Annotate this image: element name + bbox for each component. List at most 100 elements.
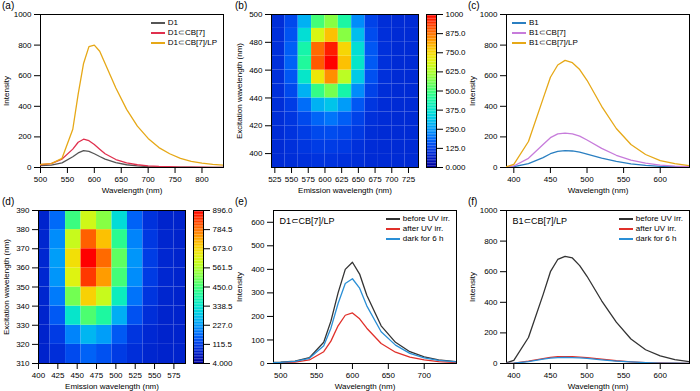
svg-text:390: 390 [16, 206, 30, 215]
svg-text:525: 525 [129, 371, 143, 380]
svg-text:800: 800 [195, 175, 209, 184]
svg-text:Wavelength (nm): Wavelength (nm) [102, 186, 163, 195]
svg-text:600: 600 [18, 71, 32, 80]
svg-text:650: 650 [382, 371, 396, 380]
svg-text:Wavelength (nm): Wavelength (nm) [335, 382, 396, 391]
svg-text:800: 800 [18, 41, 32, 50]
svg-text:1000: 1000 [14, 10, 32, 19]
svg-text:400: 400 [18, 102, 32, 111]
svg-text:0: 0 [493, 359, 498, 368]
svg-text:400: 400 [484, 298, 498, 307]
svg-text:Wavelength (nm): Wavelength (nm) [568, 382, 629, 391]
svg-text:600: 600 [318, 175, 332, 184]
svg-text:750: 750 [168, 175, 182, 184]
svg-text:200: 200 [484, 132, 498, 141]
svg-text:500: 500 [34, 175, 48, 184]
svg-text:400: 400 [484, 102, 498, 111]
svg-text:115.5: 115.5 [213, 340, 233, 349]
svg-text:400: 400 [251, 265, 265, 274]
svg-text:Intensity: Intensity [468, 76, 477, 106]
svg-text:500: 500 [251, 241, 265, 250]
svg-text:575: 575 [167, 371, 181, 380]
svg-text:600: 600 [346, 371, 360, 380]
svg-text:400: 400 [249, 149, 263, 158]
svg-text:320: 320 [16, 340, 30, 349]
svg-text:380: 380 [16, 225, 30, 234]
svg-text:500: 500 [109, 371, 123, 380]
svg-text:Intensity: Intensity [235, 272, 244, 302]
svg-text:450: 450 [544, 175, 558, 184]
svg-text:600: 600 [654, 175, 668, 184]
svg-text:Excitation wavelength (nm): Excitation wavelength (nm) [2, 239, 11, 335]
svg-text:550: 550 [285, 175, 299, 184]
svg-text:Emission wavelength (nm): Emission wavelength (nm) [65, 382, 159, 391]
svg-text:300: 300 [251, 288, 265, 297]
svg-text:450.0: 450.0 [213, 283, 234, 292]
svg-text:625.0: 625.0 [446, 67, 467, 76]
svg-text:440: 440 [249, 94, 263, 103]
svg-text:Wavelength (nm): Wavelength (nm) [568, 186, 629, 195]
svg-text:227.0: 227.0 [213, 321, 234, 330]
svg-text:D1⊂CB[7]/LP: D1⊂CB[7]/LP [280, 216, 335, 226]
svg-text:Intensity: Intensity [468, 272, 477, 302]
svg-text:750.0: 750.0 [446, 48, 467, 57]
svg-text:0: 0 [493, 163, 498, 172]
svg-text:400: 400 [507, 175, 521, 184]
svg-text:475: 475 [90, 371, 104, 380]
svg-text:425: 425 [51, 371, 65, 380]
svg-text:550: 550 [310, 371, 324, 380]
svg-text:561.5: 561.5 [213, 263, 234, 272]
svg-text:350: 350 [16, 283, 30, 292]
svg-text:550: 550 [617, 175, 631, 184]
svg-text:500: 500 [274, 371, 288, 380]
svg-text:338.5: 338.5 [213, 302, 234, 311]
svg-text:B1⊂CB[7]/LP: B1⊂CB[7]/LP [513, 216, 568, 226]
svg-text:370: 370 [16, 244, 30, 253]
svg-text:400: 400 [507, 371, 521, 380]
svg-text:784.5: 784.5 [213, 225, 234, 234]
svg-text:330: 330 [16, 321, 30, 330]
svg-text:200: 200 [484, 328, 498, 337]
svg-text:625: 625 [335, 175, 349, 184]
svg-text:600: 600 [88, 175, 102, 184]
svg-text:575: 575 [302, 175, 316, 184]
svg-text:310: 310 [16, 359, 30, 368]
svg-text:0: 0 [27, 163, 32, 172]
svg-text:675: 675 [368, 175, 382, 184]
svg-text:250.0: 250.0 [446, 125, 467, 134]
svg-text:200: 200 [18, 132, 32, 141]
svg-text:650: 650 [115, 175, 129, 184]
svg-text:600: 600 [484, 267, 498, 276]
svg-text:875.0: 875.0 [446, 29, 467, 38]
svg-text:400: 400 [32, 371, 46, 380]
svg-text:600: 600 [484, 71, 498, 80]
svg-text:125.0: 125.0 [446, 144, 467, 153]
svg-text:700: 700 [418, 371, 432, 380]
svg-text:480: 480 [249, 38, 263, 47]
svg-text:500: 500 [580, 175, 594, 184]
svg-text:100: 100 [251, 336, 265, 345]
svg-text:500.0: 500.0 [446, 87, 467, 96]
svg-text:Emission wavelength (nm): Emission wavelength (nm) [298, 186, 392, 195]
svg-text:450: 450 [544, 371, 558, 380]
svg-text:200: 200 [251, 312, 265, 321]
svg-text:1000: 1000 [446, 10, 464, 19]
svg-text:650: 650 [352, 175, 366, 184]
svg-text:550: 550 [61, 175, 75, 184]
svg-text:500: 500 [580, 371, 594, 380]
svg-text:0.000: 0.000 [446, 163, 467, 172]
svg-text:700: 700 [141, 175, 155, 184]
svg-text:896.0: 896.0 [213, 206, 234, 215]
svg-text:Intensity: Intensity [2, 76, 11, 106]
svg-text:525: 525 [268, 175, 282, 184]
svg-text:1000: 1000 [480, 10, 498, 19]
svg-text:500: 500 [249, 10, 263, 19]
svg-text:4.000: 4.000 [213, 359, 234, 368]
svg-text:0: 0 [260, 359, 265, 368]
svg-text:550: 550 [148, 371, 162, 380]
svg-text:550: 550 [617, 371, 631, 380]
svg-text:600: 600 [654, 371, 668, 380]
svg-text:460: 460 [249, 66, 263, 75]
svg-text:1000: 1000 [480, 206, 498, 215]
svg-text:725: 725 [402, 175, 416, 184]
